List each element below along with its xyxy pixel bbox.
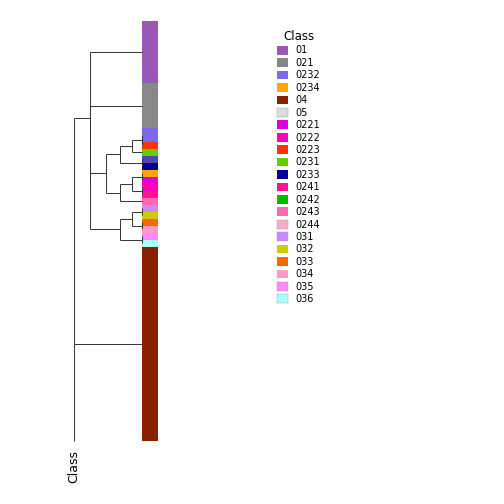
Bar xyxy=(142,170,158,177)
Bar xyxy=(142,191,158,198)
Bar xyxy=(142,142,158,149)
Bar xyxy=(142,212,158,219)
Bar xyxy=(142,149,158,156)
Legend: 01, 021, 0232, 0234, 04, 05, 0221, 0222, 0223, 0231, 0233, 0241, 0242, 0243, 024: 01, 021, 0232, 0234, 04, 05, 0221, 0222,… xyxy=(277,30,321,304)
Bar xyxy=(142,205,158,212)
Bar xyxy=(142,156,158,163)
Bar xyxy=(142,233,158,240)
Bar xyxy=(142,226,158,233)
Bar xyxy=(142,84,158,128)
Text: Class: Class xyxy=(68,451,81,483)
Bar xyxy=(142,219,158,226)
Bar xyxy=(142,198,158,205)
Bar xyxy=(142,128,158,142)
Bar xyxy=(142,247,158,441)
Bar xyxy=(142,163,158,170)
Bar xyxy=(142,184,158,191)
Bar xyxy=(142,177,158,184)
Bar xyxy=(142,240,158,247)
Bar xyxy=(142,22,158,84)
